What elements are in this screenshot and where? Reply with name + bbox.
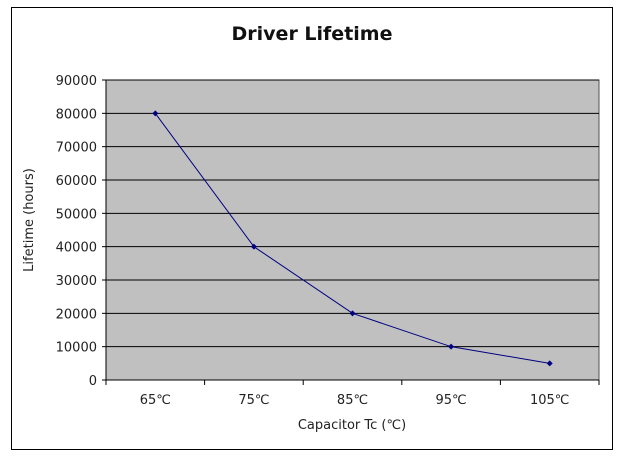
y-tick-label: 30000	[56, 274, 97, 289]
x-tick-labels: 65℃ 75℃ 85℃ 95℃ 105℃	[140, 393, 570, 408]
gridlines	[106, 79, 599, 348]
y-tick-label: 90000	[56, 74, 97, 89]
x-tick-label: 95℃	[436, 393, 467, 408]
y-tick-label: 20000	[56, 307, 97, 322]
y-tick-label: 80000	[56, 107, 97, 122]
y-tick-label: 60000	[56, 174, 97, 189]
y-tick-label: 0	[89, 374, 97, 389]
y-tick-label: 10000	[56, 341, 97, 356]
chart-title: Driver Lifetime	[232, 23, 393, 45]
series-layer	[152, 110, 553, 367]
data-point	[546, 360, 553, 367]
y-tick-labels: 0 10000 20000 30000 40000 50000 60000 70000 8000…	[56, 74, 97, 389]
data-point	[152, 110, 159, 117]
y-axis-title: Lifetime (hours)	[22, 168, 37, 272]
x-tick-label: 105℃	[530, 393, 569, 408]
y-tick-label: 40000	[56, 241, 97, 256]
data-point	[349, 310, 356, 317]
data-point	[448, 343, 455, 350]
x-tick-label: 85℃	[337, 393, 368, 408]
y-tick-label: 70000	[56, 141, 97, 156]
axes	[102, 79, 600, 385]
y-tick-label: 50000	[56, 207, 97, 222]
data-point	[250, 243, 257, 250]
x-tick-label: 65℃	[140, 393, 171, 408]
x-axis-title: Capacitor Tc (℃)	[298, 418, 406, 433]
x-tick-label: 75℃	[238, 393, 269, 408]
plot-area	[105, 79, 600, 381]
